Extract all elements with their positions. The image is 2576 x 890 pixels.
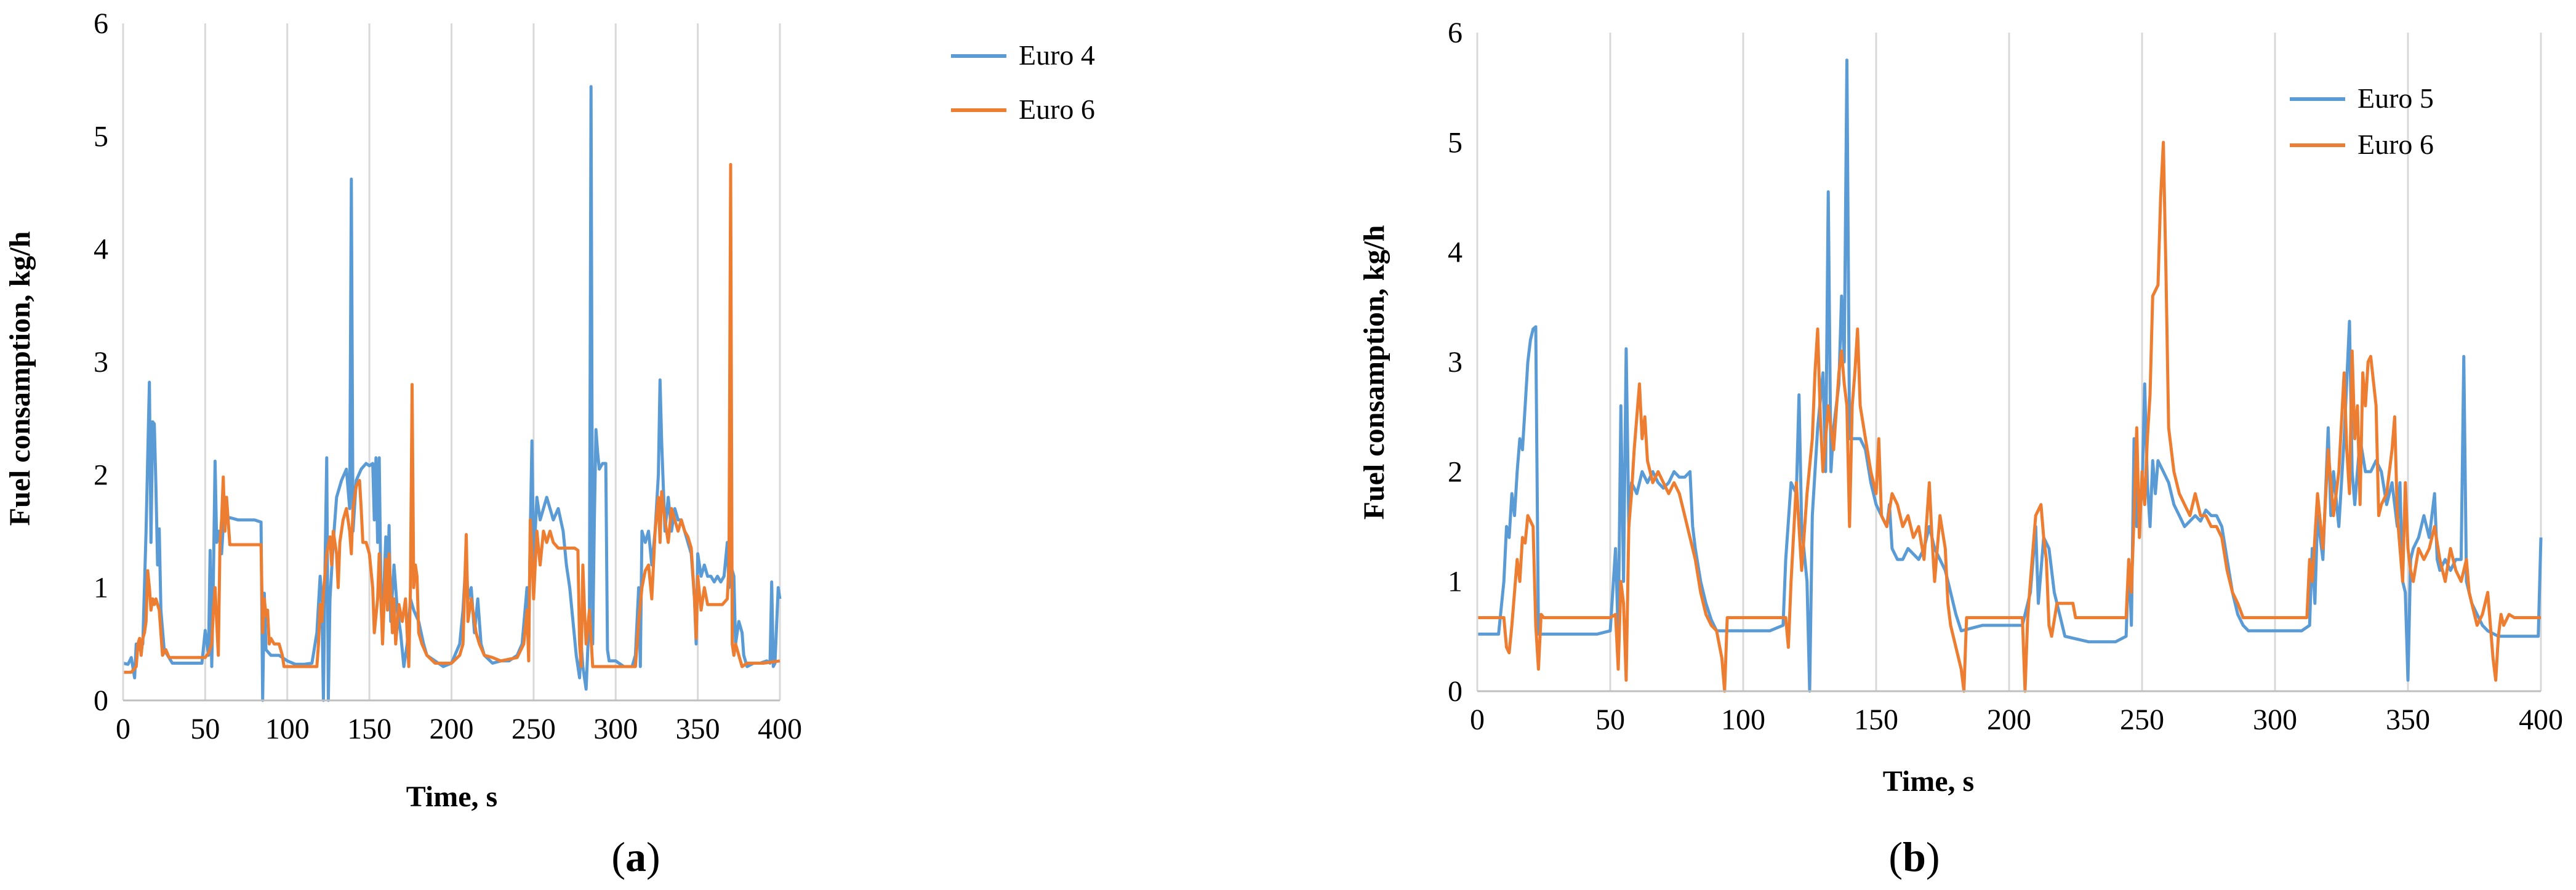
x-tick-label: 150 [1854,704,1898,736]
x-tick-label: 350 [676,713,720,745]
series-line-euro-5 [1477,58,2543,693]
chart-panel-a: 0 50 100 150 200 250 300 350 400 0 1 2 3 4 5 6 Time, s… [4,7,1095,813]
series-layer [122,85,782,702]
y-tick-label: 6 [1448,17,1463,49]
y-tick-label: 6 [94,7,108,40]
y-tick-label: 4 [94,233,108,266]
legend: Euro 4 Euro 6 [951,39,1095,125]
y-tick-label: 2 [1448,455,1463,488]
series-line-euro-6 [123,162,780,674]
x-tick-label: 150 [347,713,391,745]
y-axis-title: Fuel consamption, kg/h [4,231,36,526]
x-tick-label: 50 [190,713,220,745]
panel-label-close: ) [646,833,660,880]
axis-layer [1476,33,2541,692]
x-tick-label: 0 [116,713,130,745]
x-tick-label: 300 [593,713,638,745]
legend-label: Euro 5 [2357,82,2434,114]
x-tick-label: 400 [758,713,802,745]
x-axis-title: Time, s [1883,765,1974,798]
x-tick-label: 0 [1470,704,1485,736]
series-layer [1477,58,2543,693]
y-tick-label: 0 [94,684,108,717]
x-axis-title: Time, s [406,780,497,813]
x-tick-labels: 0 50 100 150 200 250 300 350 400 [1470,704,2563,736]
legend-label: Euro 4 [1019,39,1095,71]
grid-layer [204,23,781,700]
panel-label-a: (a) [611,833,660,880]
x-tick-labels: 0 50 100 150 200 250 300 350 400 [116,713,802,745]
y-tick-label: 1 [94,572,108,604]
x-tick-label: 250 [2120,704,2164,736]
y-tick-label: 3 [1448,346,1463,379]
chart-panel-b: 0 50 100 150 200 250 300 350 400 0 1 2 3 4 5 6 Time, s… [1358,17,2563,798]
x-tick-label: 200 [1987,704,2031,736]
x-tick-label: 100 [1721,704,1765,736]
legend: Euro 5 Euro 6 [2290,82,2434,160]
panel-label-open: ( [1888,833,1903,880]
x-tick-label: 300 [2253,704,2297,736]
x-tick-label: 350 [2386,704,2430,736]
y-tick-label: 5 [94,120,108,153]
x-tick-label: 200 [430,713,474,745]
panel-label-letter: a [625,833,646,880]
series-line-euro-6 [1477,140,2541,693]
x-tick-label: 250 [512,713,556,745]
y-tick-label: 3 [94,346,108,379]
y-axis-title: Fuel consamption, kg/h [1358,225,1390,520]
x-tick-label: 100 [265,713,310,745]
panel-label-close: ) [1926,833,1940,880]
y-tick-labels: 0 1 2 3 4 5 6 [1448,17,1463,708]
panel-label-open: ( [611,833,625,880]
panel-label-letter: b [1903,833,1926,880]
legend-label: Euro 6 [1019,94,1095,125]
y-tick-labels: 0 1 2 3 4 5 6 [94,7,108,717]
y-tick-label: 4 [1448,236,1463,269]
legend-label: Euro 6 [2357,129,2434,160]
x-tick-label: 400 [2519,704,2563,736]
x-tick-label: 50 [1595,704,1625,736]
axis-layer [122,23,780,702]
y-tick-label: 2 [94,459,108,491]
panel-label-b: (b) [1888,833,1940,880]
y-tick-label: 1 [1448,566,1463,598]
y-tick-label: 5 [1448,126,1463,159]
y-tick-label: 0 [1448,675,1463,708]
